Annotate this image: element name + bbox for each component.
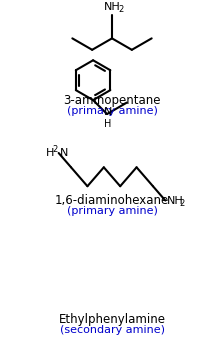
Text: NH: NH <box>167 196 184 206</box>
Text: 2: 2 <box>118 6 124 14</box>
Text: 2: 2 <box>52 145 58 153</box>
Text: (primary amine): (primary amine) <box>67 206 157 216</box>
Text: 3-aminopentane: 3-aminopentane <box>63 94 161 107</box>
Text: 1,6-diaminohexane: 1,6-diaminohexane <box>55 194 169 207</box>
Text: (secondary amine): (secondary amine) <box>60 325 164 335</box>
Text: (primary amine): (primary amine) <box>67 106 157 116</box>
Text: 2: 2 <box>179 199 185 208</box>
Text: N: N <box>104 107 112 117</box>
Text: H: H <box>104 119 112 129</box>
Text: NH: NH <box>104 2 120 13</box>
Text: N: N <box>60 148 68 158</box>
Text: H: H <box>46 148 55 158</box>
Text: Ethylphenylamine: Ethylphenylamine <box>58 313 166 326</box>
